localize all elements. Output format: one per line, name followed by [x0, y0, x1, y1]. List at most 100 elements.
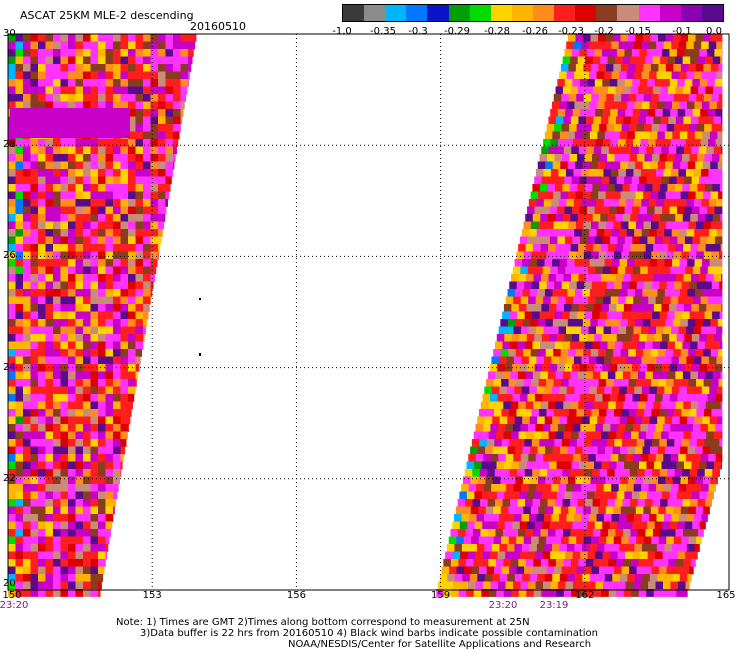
wind-cell: [23, 169, 31, 177]
colorbar-label: -0.1: [672, 26, 692, 37]
wind-cell: [654, 79, 663, 87]
wind-cell: [38, 296, 46, 305]
wind-cell: [105, 454, 114, 462]
wind-cell: [491, 386, 500, 395]
wind-cell: [53, 536, 61, 545]
wind-cell: [702, 289, 711, 297]
wind-cell: [546, 124, 555, 132]
wind-cell: [30, 41, 39, 50]
wind-cell: [516, 379, 524, 387]
wind-cell: [523, 379, 532, 387]
wind-cell: [588, 169, 597, 177]
wind-cell: [120, 251, 129, 260]
wind-cell: [120, 281, 129, 290]
wind-cell: [15, 341, 24, 350]
wind-cell: [536, 356, 545, 365]
wind-cell: [674, 154, 683, 162]
wind-cell: [98, 41, 106, 50]
wind-cell: [529, 544, 538, 552]
wind-cell: [561, 409, 570, 417]
wind-cell: [642, 161, 651, 170]
wind-cell: [83, 41, 91, 50]
wind-cell: [83, 536, 91, 545]
wind-cell: [512, 424, 521, 432]
wind-cell: [702, 476, 711, 485]
wind-cell: [515, 349, 524, 357]
wind-cell: [598, 536, 607, 545]
wind-cell: [536, 326, 544, 335]
wind-cell: [38, 319, 46, 327]
wind-cell: [612, 161, 621, 170]
wind-cell: [448, 536, 457, 545]
wind-cell: [143, 49, 151, 57]
wind-cell: [90, 514, 99, 522]
wind-cell: [523, 349, 532, 357]
wind-cell: [83, 364, 91, 372]
wind-cell: [641, 229, 650, 237]
wind-cell: [128, 184, 136, 192]
wind-cell: [500, 319, 509, 327]
wind-cell: [715, 266, 723, 275]
wind-cell: [83, 289, 91, 297]
wind-cell: [706, 304, 715, 312]
wind-cell: [717, 259, 723, 267]
wind-cell: [38, 514, 46, 522]
wind-cell: [545, 221, 554, 230]
wind-cell: [592, 311, 601, 320]
wind-cell: [23, 146, 31, 155]
wind-cell: [703, 191, 712, 200]
wind-cell: [576, 536, 585, 545]
wind-cell: [617, 236, 626, 245]
wind-cell: [704, 184, 713, 192]
wind-cell: [532, 311, 541, 320]
wind-cell: [532, 184, 541, 192]
wind-cell: [669, 521, 678, 530]
wind-cell: [576, 94, 585, 102]
wind-cell: [676, 304, 685, 312]
wind-cell: [675, 86, 684, 95]
wind-cell: [715, 296, 723, 305]
wind-cell: [60, 176, 69, 185]
wind-cell: [611, 71, 620, 80]
wind-cell: [681, 439, 690, 447]
wind-cell: [53, 161, 61, 170]
wind-cell: [611, 326, 619, 335]
wind-cell: [540, 529, 549, 537]
wind-cell: [68, 364, 76, 372]
wind-cell: [120, 56, 129, 65]
wind-cell: [494, 469, 503, 477]
wind-cell: [713, 86, 721, 95]
wind-cell: [616, 176, 625, 185]
wind-cell: [38, 529, 46, 537]
wind-cell: [625, 169, 634, 177]
wind-cell: [534, 461, 542, 470]
wind-cell: [543, 139, 551, 147]
wind-cell: [652, 341, 661, 350]
wind-cell: [120, 401, 129, 410]
wind-cell: [559, 101, 568, 110]
wind-cell: [603, 296, 612, 305]
wind-cell: [664, 229, 673, 237]
wind-cell: [573, 199, 582, 207]
wind-cell: [585, 529, 594, 537]
wind-cell: [697, 499, 706, 507]
wind-cell: [90, 401, 99, 410]
wind-cell: [23, 79, 31, 87]
wind-cell: [23, 409, 31, 417]
wind-cell: [90, 206, 99, 215]
wind-cell: [460, 581, 469, 590]
wind-cell: [105, 296, 114, 305]
wind-cell: [701, 326, 709, 335]
wind-cell: [564, 334, 573, 342]
wind-cell: [686, 386, 695, 395]
wind-cell: [649, 574, 658, 582]
wind-cell: [8, 401, 16, 410]
colorbar-segment: [638, 5, 660, 21]
wind-cell: [545, 191, 554, 200]
wind-cell: [506, 484, 515, 492]
wind-cell: [30, 491, 39, 500]
wind-cell: [158, 146, 166, 155]
wind-cell: [720, 56, 723, 65]
wind-cell: [677, 79, 686, 87]
wind-cell: [534, 521, 543, 530]
